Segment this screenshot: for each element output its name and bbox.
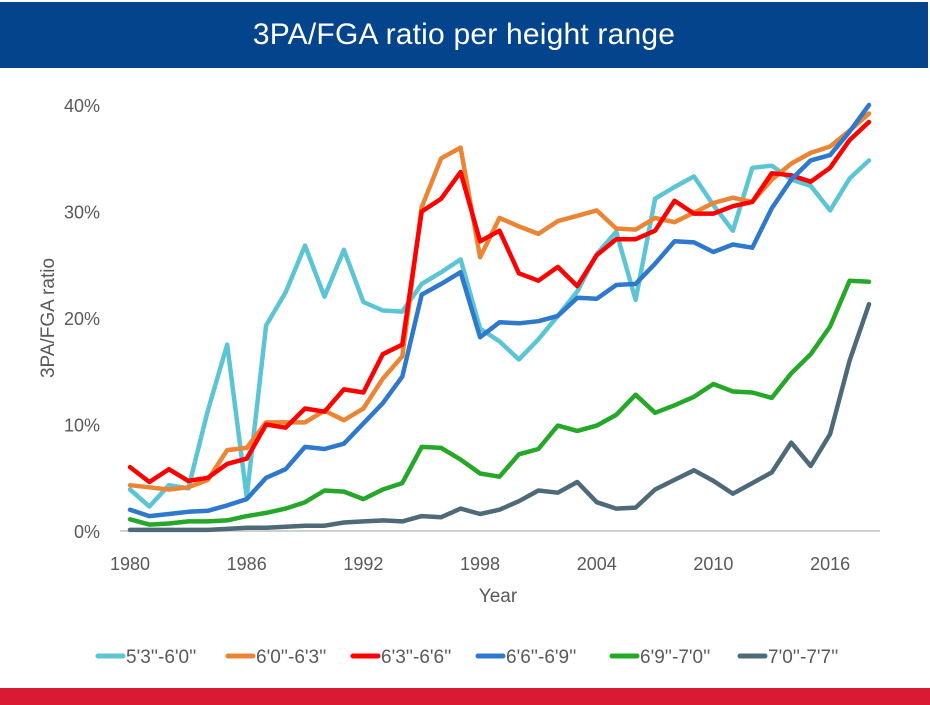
x-axis-ticks: 1980 1986 1992 1998 2004 2010 2016 — [110, 554, 850, 574]
legend-item: 6'0''-6'3'' — [225, 647, 326, 668]
x-tick-label: 1980 — [110, 554, 150, 574]
legend-label: 7'0''-7'7'' — [768, 647, 838, 668]
chart-title: 3PA/FGA ratio per height range — [0, 2, 928, 68]
x-tick-label: 1992 — [343, 554, 383, 574]
legend-item: 6'9''-7'0'' — [609, 647, 710, 668]
legend-label: 6'9''-7'0'' — [640, 647, 710, 668]
series-line-0 — [127, 158, 872, 509]
y-tick-label: 20% — [64, 309, 100, 329]
y-tick-label: 10% — [64, 416, 100, 436]
y-tick-label: 0% — [74, 522, 100, 542]
x-tick-label: 2010 — [693, 554, 733, 574]
legend-item: 7'0''-7'7'' — [737, 647, 838, 668]
legend-item: 6'6''-6'9'' — [475, 647, 576, 668]
x-tick-label: 2004 — [577, 554, 617, 574]
legend: 5'3''-6'0'' 6'0''-6'3'' 6'3''-6'6'' 6'6''-6… — [95, 647, 838, 668]
x-axis-label: Year — [479, 586, 518, 607]
legend-label: 5'3''-6'0'' — [126, 647, 196, 668]
series-line-3 — [127, 102, 872, 519]
y-axis-ticks: 0% 10% 20% 30% 40% — [64, 96, 100, 542]
series-line-4 — [127, 278, 872, 527]
legend-label: 6'0''-6'3'' — [256, 647, 326, 668]
footer-bar — [0, 688, 930, 705]
line-chart: 0% 10% 20% 30% 40% 1980 1986 1992 1998 2004 2010 2… — [38, 96, 880, 668]
y-tick-label: 30% — [64, 203, 100, 223]
series-line-2 — [127, 119, 872, 485]
series-lines — [127, 102, 872, 533]
legend-item: 5'3''-6'0'' — [95, 647, 196, 668]
legend-label: 6'6''-6'9'' — [506, 647, 576, 668]
legend-label: 6'3''-6'6'' — [381, 647, 451, 668]
y-tick-label: 40% — [64, 96, 100, 116]
x-tick-label: 1998 — [460, 554, 500, 574]
series-line-1 — [127, 111, 872, 492]
legend-item: 6'3''-6'6'' — [350, 647, 451, 668]
series-line-5 — [127, 301, 872, 533]
x-tick-label: 2016 — [810, 554, 850, 574]
x-tick-label: 1986 — [227, 554, 267, 574]
y-axis-label: 3PA/FGA ratio — [38, 258, 59, 378]
